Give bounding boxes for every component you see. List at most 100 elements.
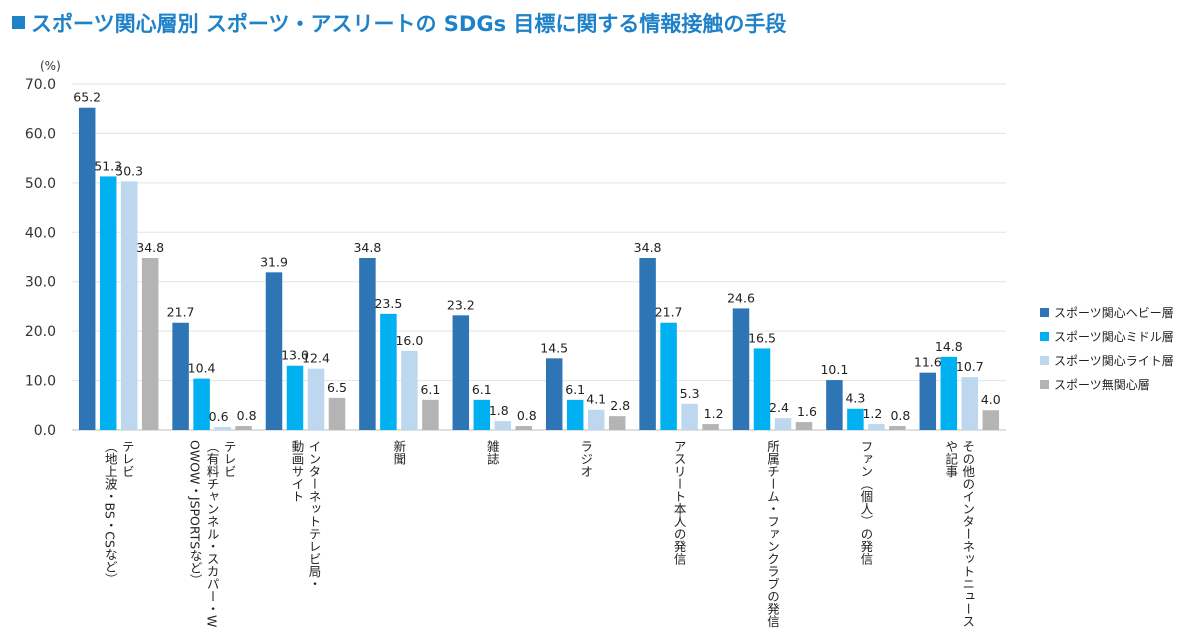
- bar: [566, 399, 584, 430]
- data-label: 0.8: [237, 408, 257, 423]
- data-label: 21.7: [167, 305, 195, 320]
- data-label: 0.8: [517, 408, 537, 423]
- data-label: 34.8: [136, 240, 164, 255]
- bar: [307, 368, 325, 430]
- data-label: 23.5: [374, 296, 402, 311]
- legend-label: スポーツ関心ヘビー層: [1054, 305, 1174, 320]
- bar: [193, 378, 210, 430]
- bar: [889, 426, 906, 430]
- chart-legend: スポーツ関心ヘビー層 スポーツ関心ミドル層 スポーツ関心ライト層 スポーツ無関心層: [1040, 300, 1174, 396]
- bar: [847, 408, 864, 430]
- data-label: 65.2: [73, 90, 101, 105]
- y-tick-label: 60.0: [25, 126, 56, 142]
- bar: [494, 421, 512, 430]
- legend-label: スポーツ関心ライト層: [1054, 353, 1174, 368]
- bar: [452, 315, 470, 430]
- bar: [172, 322, 189, 430]
- data-label: 1.2: [704, 406, 724, 421]
- bar: [639, 257, 656, 430]
- x-category-label: ラジオ: [578, 440, 593, 478]
- x-category-label: （地上波・BS・CSなど）: [103, 440, 118, 585]
- bar: [681, 403, 698, 430]
- bar: [774, 418, 792, 430]
- x-category-label: アスリート本人の発信: [672, 440, 687, 566]
- x-category-label: ファン（個人）の発信: [858, 440, 873, 566]
- chart-title-text: スポーツ関心層別 スポーツ・アスリートの SDGs 目標に関する情報接触の手段: [31, 12, 787, 36]
- bar: [608, 416, 626, 430]
- bar: [265, 272, 283, 430]
- legend-item: スポーツ関心ミドル層: [1040, 324, 1174, 348]
- bar: [660, 322, 677, 430]
- bar: [919, 372, 937, 430]
- x-category-label: や記事: [943, 440, 958, 478]
- data-label: 4.3: [845, 391, 865, 406]
- x-category-label: OWOW・JSPORTSなど）: [188, 440, 203, 587]
- data-label: 10.1: [820, 362, 848, 377]
- bar: [826, 380, 843, 430]
- data-label: 2.4: [769, 400, 789, 415]
- data-label: 14.5: [540, 340, 568, 355]
- data-label: 4.0: [981, 392, 1001, 407]
- legend-label: スポーツ無関心層: [1054, 377, 1150, 392]
- legend-item: スポーツ関心ヘビー層: [1040, 300, 1174, 324]
- data-label: 1.8: [489, 403, 509, 418]
- data-label: 21.7: [655, 305, 683, 320]
- legend-swatch: [1040, 379, 1049, 389]
- bar: [78, 107, 96, 431]
- y-tick-label: 70.0: [25, 77, 56, 93]
- bar: [753, 348, 771, 430]
- data-label: 0.6: [209, 409, 229, 424]
- bar: [940, 356, 958, 430]
- y-tick-label: 40.0: [25, 225, 56, 241]
- data-label: 2.8: [610, 398, 630, 413]
- x-category-label: （有料チャンネル・スカパー・W: [205, 440, 220, 627]
- y-tick-label: 30.0: [25, 275, 56, 291]
- bar: [422, 399, 439, 430]
- data-label: 11.6: [914, 355, 942, 370]
- data-label: 51.3: [94, 158, 122, 173]
- bar: [732, 308, 750, 430]
- y-tick-label: 10.0: [25, 374, 56, 390]
- x-axis-categories: テレビ（地上波・BS・CSなど） テレビ（有料チャンネル・スカパー・WOWOW・J…: [103, 439, 976, 628]
- y-tick-label: 0.0: [34, 423, 56, 439]
- data-label: 13.0: [281, 348, 309, 363]
- bar: [587, 409, 605, 430]
- bar: [515, 426, 533, 430]
- x-category-label: インターネットテレビ局・: [307, 440, 322, 590]
- data-label: 6.1: [472, 382, 492, 397]
- legend-swatch: [1040, 307, 1049, 317]
- data-label: 10.4: [188, 361, 216, 376]
- data-label: 23.2: [447, 297, 475, 312]
- title-square-icon: [12, 16, 25, 29]
- bar: [214, 427, 231, 430]
- data-label: 50.3: [115, 163, 143, 178]
- bar: [99, 176, 117, 430]
- legend-swatch: [1040, 331, 1049, 341]
- x-category-label: 雑誌: [485, 439, 500, 465]
- data-label: 12.4: [302, 351, 330, 366]
- data-label: 10.7: [956, 359, 984, 374]
- data-label: 16.0: [395, 333, 423, 348]
- y-tick-label: 20.0: [25, 324, 56, 340]
- data-label: 34.8: [634, 240, 662, 255]
- bar: [795, 422, 813, 430]
- bar: [702, 424, 719, 430]
- data-label: 6.5: [327, 380, 347, 395]
- bar: [473, 399, 491, 430]
- x-category-label: 動画サイト: [290, 440, 305, 503]
- legend-item: スポーツ無関心層: [1040, 372, 1174, 396]
- data-label: 16.5: [748, 330, 776, 345]
- data-label: 24.6: [727, 290, 755, 305]
- bar: [286, 365, 304, 430]
- data-label: 5.3: [680, 386, 700, 401]
- gridlines: [72, 83, 1006, 431]
- x-category-label: 新聞: [391, 439, 406, 465]
- legend-label: スポーツ関心ミドル層: [1054, 329, 1174, 344]
- bar: [120, 181, 138, 430]
- bar: [982, 410, 1000, 430]
- y-tick-label: 50.0: [25, 176, 56, 192]
- data-label: 4.1: [586, 392, 606, 407]
- data-labels: 65.2 51.350.3 34.8 21.7 10.4 0.6 0.8 31.9 13.012…: [73, 90, 1001, 424]
- bar: [141, 257, 159, 430]
